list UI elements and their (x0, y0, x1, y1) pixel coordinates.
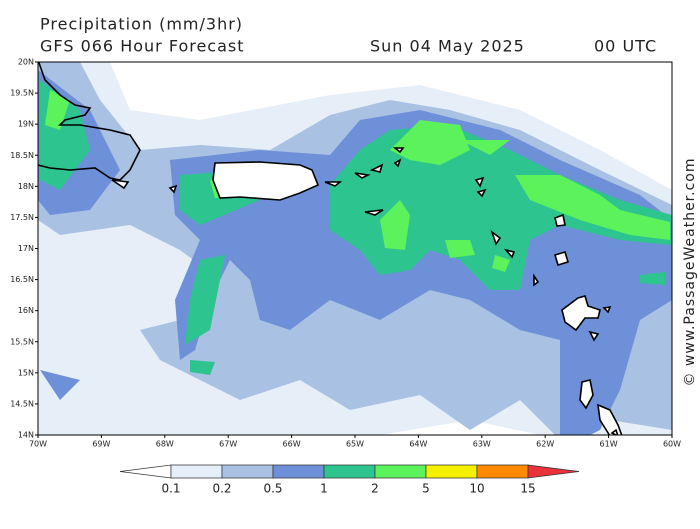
lat-label: 19.5N (10, 89, 34, 98)
lon-label: 64W (409, 440, 427, 449)
precip-moderate (40, 80, 672, 375)
time: 00 UTC (594, 37, 657, 56)
lat-label: 14.5N (10, 399, 34, 408)
lon-label: 66W (283, 440, 301, 449)
lon-label: 61W (600, 440, 618, 449)
lon-label: 63W (473, 440, 491, 449)
hispaniola-coast (38, 62, 141, 181)
legend-label: 0.2 (212, 482, 231, 496)
title: Precipitation (mm/3hr) (40, 15, 243, 34)
date: Sun 04 May 2025 (370, 37, 525, 56)
legend-swatch (425, 464, 478, 479)
axes: 20N 19.5N 19N 18.5N 18N 17.5N 17N 16.5N 16N 15.5N… (10, 58, 681, 449)
legend-swatch (221, 464, 274, 479)
legend-label: 5 (422, 482, 430, 496)
lat-label: 14N (18, 431, 34, 440)
lat-label: 15.5N (10, 337, 34, 346)
legend-swatch (374, 464, 427, 479)
lat-label: 20N (18, 58, 34, 67)
legend-label: 0.5 (263, 482, 282, 496)
legend-swatch (119, 464, 172, 479)
legend-label: 0.1 (161, 482, 180, 496)
watermark: © www.PassageWeather.com (682, 157, 698, 386)
lon-label: 69W (92, 440, 110, 449)
lat-label: 17.5N (10, 213, 34, 222)
precip-heavy (45, 90, 670, 272)
puerto-rico (212, 161, 320, 201)
small-islands (111, 179, 178, 194)
lat-label: 18.5N (10, 151, 34, 160)
lat-label: 18N (18, 182, 34, 191)
virgin-islands (324, 147, 405, 216)
legend-label: 15 (520, 482, 535, 496)
model: GFS 066 Hour Forecast (40, 37, 245, 56)
leeward-islands (474, 176, 569, 287)
legend-swatch (323, 464, 376, 479)
legend: 0.1 0.2 0.5 1 2 5 10 15 (119, 464, 580, 496)
lat-label: 16.5N (10, 275, 34, 284)
lat-label: 15N (18, 368, 34, 377)
lon-label: 65W (346, 440, 364, 449)
legend-swatch (527, 464, 580, 479)
lat-label: 19N (18, 120, 34, 129)
legend-swatch (272, 464, 325, 479)
lon-label: 60W (663, 440, 681, 449)
lat-label: 17N (18, 244, 34, 253)
legend-label: 2 (371, 482, 379, 496)
lon-label: 70W (29, 440, 47, 449)
lon-label: 67W (219, 440, 237, 449)
legend-label: 10 (469, 482, 484, 496)
precip-field (37, 61, 673, 436)
lat-label: 16N (18, 306, 34, 315)
lon-label: 68W (156, 440, 174, 449)
legend-swatch (476, 464, 529, 479)
legend-swatch (170, 464, 223, 479)
lon-label: 62W (536, 440, 554, 449)
legend-label: 1 (320, 482, 328, 496)
windward-islands (561, 295, 623, 435)
